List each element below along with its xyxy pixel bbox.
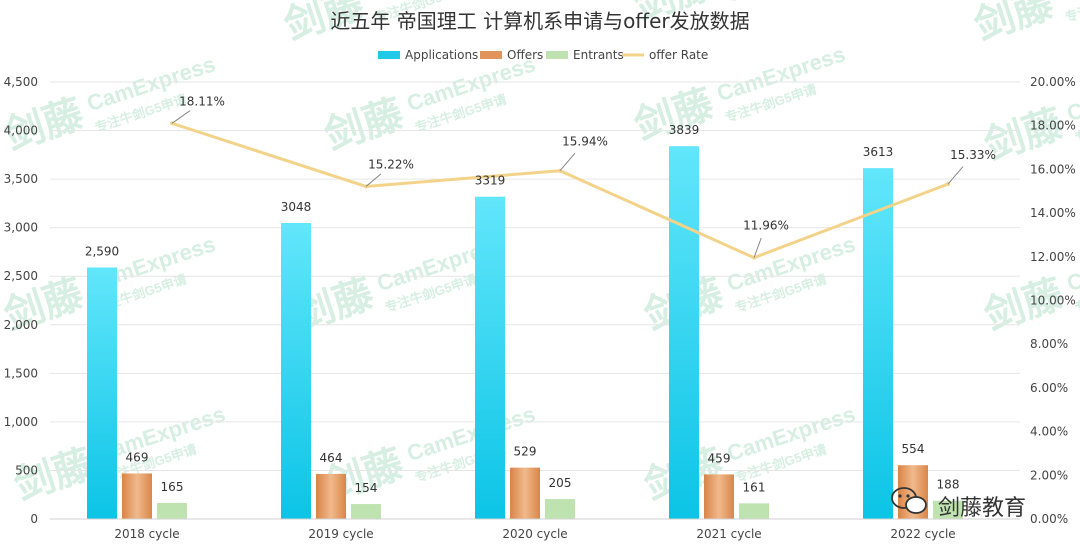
- y-left-tick-label: 1,500: [4, 366, 38, 380]
- x-tick-label: 2020 cycle: [502, 527, 567, 541]
- legend-label: Applications: [405, 48, 478, 62]
- watermark-tagline: 专注牛剑G5申请: [723, 0, 818, 5]
- bar-entrants: [933, 500, 963, 519]
- y-right-tick-label: 0.00%: [1030, 512, 1068, 526]
- x-tick-label: 2021 cycle: [696, 527, 761, 541]
- watermark-layer: 剑藤CamExpress专注牛剑G5申请剑藤CamExpress专注牛剑G5申请…: [0, 0, 1080, 509]
- legend-label: Entrants: [573, 48, 624, 62]
- y-right-tick-label: 16.00%: [1030, 162, 1076, 176]
- data-label-offers: 459: [708, 451, 731, 465]
- data-label-offer-rate: 15.33%: [950, 148, 996, 162]
- bar-entrants: [545, 499, 575, 519]
- data-label-entrants: 161: [743, 480, 766, 494]
- y-left-tick-label: 3,500: [4, 172, 38, 186]
- data-label-entrants: 154: [355, 481, 378, 495]
- bar-layer: [87, 146, 963, 520]
- chart-title: 近五年 帝国理工 计算机系申请与offer发放数据: [330, 9, 749, 33]
- y-right-tick-label: 20.00%: [1030, 75, 1076, 89]
- legend-label: offer Rate: [649, 48, 708, 62]
- callout-leader: [753, 237, 762, 258]
- bar-offers: [510, 467, 540, 519]
- wechat-eye: [898, 494, 902, 498]
- data-label-offers: 464: [320, 451, 343, 465]
- y-right-tick-label: 4.00%: [1030, 425, 1068, 439]
- data-label-offers: 554: [902, 442, 925, 456]
- bar-entrants: [739, 503, 769, 519]
- data-label-applications: 3319: [475, 174, 506, 188]
- y-left-tick-label: 500: [15, 463, 38, 477]
- bar-applications: [669, 146, 699, 520]
- watermark-brand-cn: 剑藤: [319, 91, 410, 159]
- y-left-tick-label: 4,000: [4, 124, 38, 138]
- data-label-applications: 3839: [669, 123, 700, 137]
- bar-applications: [475, 196, 505, 519]
- y-left-tick-label: 0: [30, 512, 38, 526]
- y-right-tick-label: 18.00%: [1030, 119, 1076, 133]
- bar-entrants: [351, 504, 381, 519]
- bar-applications: [863, 168, 893, 519]
- data-label-entrants: 188: [937, 478, 960, 492]
- y-right-tick-label: 8.00%: [1030, 337, 1068, 351]
- bar-offers: [122, 473, 152, 519]
- wechat-eye: [906, 494, 910, 498]
- bar-offers: [704, 474, 734, 519]
- y-left-tick-label: 2,000: [4, 318, 38, 332]
- callout-leader: [947, 166, 964, 185]
- data-label-offer-rate: 15.94%: [562, 135, 608, 149]
- y-right-tick-label: 6.00%: [1030, 381, 1068, 395]
- callout-leader: [559, 152, 576, 172]
- legend-swatch-applications: [378, 51, 400, 59]
- wechat-icon: [891, 487, 927, 514]
- x-tick-label: 2018 cycle: [114, 527, 179, 541]
- callout-leader: [171, 110, 191, 124]
- data-label-entrants: 205: [549, 476, 572, 490]
- y-left-tick-label: 2,500: [4, 269, 38, 283]
- line-layer: [170, 110, 964, 260]
- axes: 0 500 1,000 1,500 2,000 2,500 3,000 3,500 4,000 4…: [4, 75, 1076, 541]
- y-right-tick-label: 10.00%: [1030, 294, 1076, 308]
- bar-applications: [87, 267, 117, 519]
- x-tick-label: 2019 cycle: [308, 527, 373, 541]
- x-tick-label: 2022 cycle: [890, 527, 955, 541]
- legend-swatch-entrants: [546, 51, 568, 59]
- wechat-bubble-small: [905, 496, 927, 514]
- y-left-tick-label: 3,000: [4, 221, 38, 235]
- brand-logo: 剑藤教育: [891, 487, 1026, 521]
- gridlines: [50, 81, 1020, 520]
- data-label-layer: 2,590 3048 3319 3839 3613 469 464 529 459 554 165 1…: [85, 94, 996, 495]
- watermark-brand-cn: 剑藤: [969, 0, 1060, 49]
- y-right-tick-label: 2.00%: [1030, 468, 1068, 482]
- data-label-offer-rate: 11.96%: [743, 219, 789, 233]
- callout-leader: [365, 173, 382, 187]
- legend-swatch-offers: [480, 51, 502, 59]
- data-label-entrants: 165: [161, 480, 184, 494]
- y-left-tick-label: 4,500: [4, 75, 38, 89]
- legend: Applications Offers Entrants offer Rate: [378, 48, 708, 62]
- y-right-tick-label: 14.00%: [1030, 206, 1076, 220]
- watermark-brand-en: CamExpress: [1064, 61, 1080, 126]
- legend-label: Offers: [507, 48, 543, 62]
- bar-applications: [281, 223, 311, 519]
- logo-text: 剑藤教育: [938, 496, 1026, 521]
- data-label-applications: 2,590: [85, 244, 119, 258]
- watermark-brand-en: CamExpress: [1054, 0, 1080, 6]
- data-label-applications: 3613: [863, 145, 894, 159]
- data-label-offer-rate: 15.22%: [368, 157, 414, 171]
- y-left-tick-label: 1,000: [4, 415, 38, 429]
- data-label-applications: 3048: [281, 200, 312, 214]
- bar-offers: [316, 473, 346, 519]
- watermark-brand-cn: 剑藤: [629, 81, 720, 149]
- data-label-offers: 469: [126, 450, 149, 464]
- data-label-offers: 529: [514, 445, 537, 459]
- bar-entrants: [157, 502, 187, 519]
- y-right-tick-label: 12.00%: [1030, 250, 1076, 264]
- data-label-offer-rate: 18.11%: [179, 94, 225, 108]
